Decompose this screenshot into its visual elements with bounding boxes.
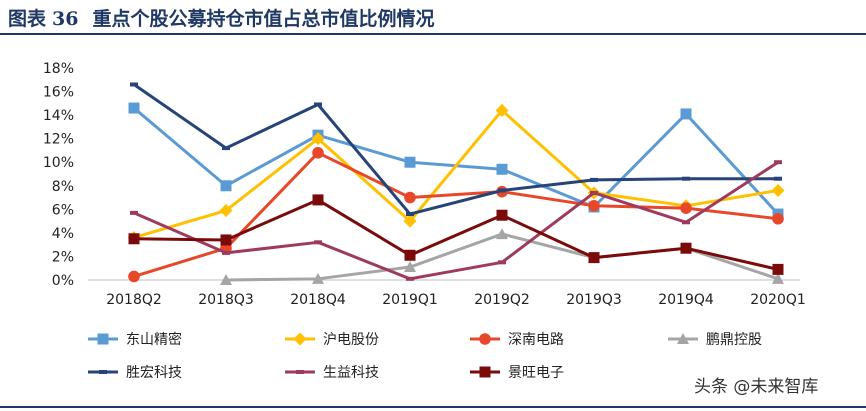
y-tick-label: 18% <box>43 61 74 77</box>
legend-marker <box>479 366 491 378</box>
data-point <box>130 82 138 87</box>
data-point <box>680 202 692 214</box>
legend-marker <box>479 333 491 345</box>
y-tick-label: 12% <box>43 132 74 148</box>
legend-marker <box>97 333 109 345</box>
series-line-2 <box>133 108 779 240</box>
data-point <box>404 156 416 168</box>
data-point <box>222 146 230 151</box>
data-point <box>404 191 416 204</box>
data-point <box>498 260 506 265</box>
series-line-5 <box>133 83 778 216</box>
data-point <box>128 233 140 245</box>
data-point <box>220 274 232 285</box>
y-tick-label: 0% <box>52 273 74 289</box>
x-tick-label: 2018Q4 <box>290 292 346 308</box>
top-rule <box>0 33 866 35</box>
x-tick-label: 2018Q3 <box>198 292 254 308</box>
data-point <box>406 276 414 281</box>
legend-marker <box>293 332 307 346</box>
data-point <box>590 177 598 182</box>
data-point <box>406 212 414 217</box>
data-point <box>588 200 600 212</box>
data-point <box>314 240 322 245</box>
data-point <box>220 180 232 192</box>
data-point <box>590 190 598 195</box>
series-line-6 <box>133 160 779 281</box>
data-point <box>588 252 600 264</box>
y-tick-label: 10% <box>43 155 74 171</box>
data-point <box>680 242 692 254</box>
x-tick-label: 2019Q4 <box>658 292 714 308</box>
x-tick-label: 2019Q1 <box>382 292 438 308</box>
figure-number: 36 <box>52 8 79 30</box>
data-point <box>312 272 324 284</box>
y-tick-label: 16% <box>43 85 74 101</box>
y-tick-label: 4% <box>52 226 74 242</box>
data-point <box>130 210 138 215</box>
x-tick-label: 2019Q3 <box>566 292 622 308</box>
data-point <box>312 147 324 159</box>
series-line-7 <box>133 198 779 271</box>
series-line-4 <box>225 232 779 282</box>
x-tick-label: 2020Q1 <box>750 292 806 308</box>
y-tick-label: 8% <box>52 179 74 195</box>
data-point <box>128 102 140 114</box>
legend-marker <box>296 370 304 374</box>
figure-title: 图表 36 重点个股公募持仓市值占总市值比例情况 <box>8 4 434 31</box>
data-point <box>772 263 784 275</box>
data-point <box>498 188 506 193</box>
data-point <box>314 102 322 107</box>
data-point <box>311 132 325 146</box>
data-point <box>222 250 230 255</box>
data-point <box>403 214 417 228</box>
data-point <box>219 204 233 218</box>
y-tick-label: 14% <box>43 108 74 124</box>
data-point <box>404 261 416 273</box>
legend-label: 鹏鼎控股 <box>706 332 762 348</box>
data-point <box>682 176 690 181</box>
legend-label: 东山精密 <box>126 331 182 348</box>
x-tick-label: 2019Q2 <box>474 292 530 308</box>
series-line-1 <box>133 106 780 216</box>
legend-marker <box>99 370 107 374</box>
legend-label: 生益科技 <box>323 365 379 381</box>
data-point <box>495 103 509 117</box>
figure-title-text: 重点个股公募持仓市值占总市值比例情况 <box>92 8 435 30</box>
legend-label: 深南电路 <box>508 332 564 348</box>
legend-label: 景旺电子 <box>508 365 564 381</box>
data-point <box>404 249 416 261</box>
bottom-rule <box>0 406 866 408</box>
x-tick-label: 2018Q2 <box>106 292 162 308</box>
data-point <box>312 194 324 206</box>
y-tick-label: 6% <box>52 202 74 218</box>
data-point <box>774 176 782 181</box>
figure-label: 图表 <box>8 8 47 30</box>
data-point <box>774 160 782 165</box>
series-line-3 <box>133 151 779 278</box>
watermark: 头条 @未来智库 <box>694 377 819 397</box>
data-point <box>680 108 692 120</box>
y-tick-label: 2% <box>52 249 74 265</box>
data-point <box>496 228 508 240</box>
data-point <box>496 209 508 221</box>
data-point <box>772 212 784 225</box>
data-point <box>220 234 232 246</box>
legend-label: 沪电股份 <box>323 332 379 348</box>
data-point <box>682 220 690 225</box>
data-point <box>772 272 784 284</box>
data-point <box>496 163 508 175</box>
legend-marker <box>677 333 689 344</box>
data-point <box>128 270 140 283</box>
legend-label: 胜宏科技 <box>126 365 182 381</box>
data-point <box>771 183 785 197</box>
